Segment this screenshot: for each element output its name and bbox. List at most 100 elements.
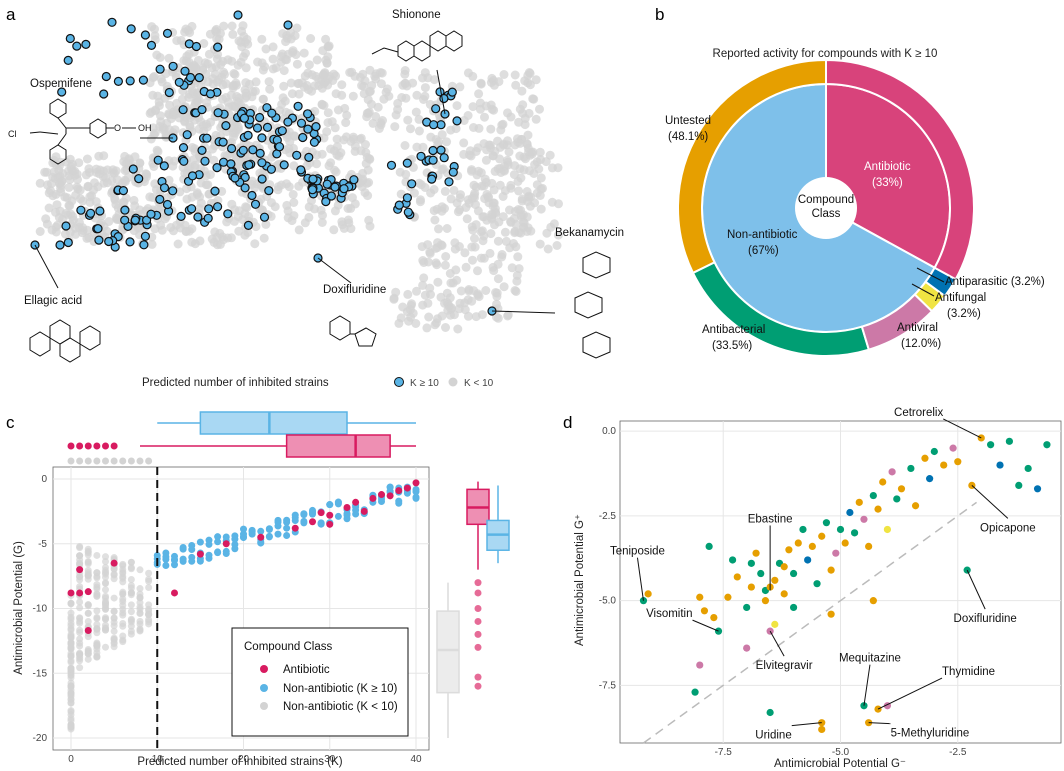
point-untested: [827, 566, 835, 574]
tsne-high-point: [227, 143, 237, 154]
tsne-low-point: [176, 35, 186, 45]
tsne-low-point: [459, 116, 469, 125]
tsne-low-point: [332, 142, 342, 152]
tsne-low-point: [545, 150, 555, 160]
tsne-low-point: [511, 80, 521, 90]
tsne-high-point: [168, 186, 178, 196]
tsne-low-point: [281, 107, 291, 117]
tsne-low-point: [451, 265, 461, 275]
tsne-low-point: [240, 85, 250, 95]
tsne-low-point: [477, 226, 487, 236]
tsne-low-point: [65, 228, 75, 237]
tsne-low-point: [414, 126, 424, 136]
point-untested: [865, 542, 873, 551]
point-untested: [644, 590, 652, 598]
diagonal-line: [643, 501, 977, 744]
point-low: [102, 558, 109, 566]
tsne-low-point: [453, 324, 463, 334]
tsne-low-point: [514, 264, 524, 274]
tsne-high-point: [130, 215, 140, 225]
tsne-low-point: [552, 241, 562, 250]
point-low: [93, 607, 101, 615]
tsne-low-point: [360, 188, 370, 198]
tsne-low-point: [479, 212, 489, 222]
tsne-low-point: [486, 124, 496, 134]
donut-chart: [677, 58, 975, 357]
point-antibiotic: [343, 503, 351, 511]
tsne-low-point: [519, 165, 529, 175]
point-untested: [954, 458, 962, 466]
point-antiparasitic: [1033, 485, 1042, 493]
x-tick-label: 30: [324, 754, 336, 765]
tsne-low-point: [506, 180, 516, 190]
tsne-high-point: [349, 175, 359, 185]
point-nonab: [283, 532, 291, 540]
tsne-low-point: [536, 204, 546, 214]
point-antibacterial: [869, 491, 877, 500]
tsne-low-point: [460, 248, 470, 258]
tsne-low-point: [229, 69, 239, 78]
tsne-low-point: [172, 220, 181, 230]
tsne-low-point: [289, 161, 299, 171]
donut-hole: [795, 177, 857, 239]
annotation-label: Visomitin: [646, 608, 692, 620]
tsne-low-point: [493, 274, 503, 284]
tsne-low-point: [264, 77, 274, 87]
tsne-low-point: [497, 250, 507, 259]
point-low: [76, 629, 84, 637]
point-low: [76, 552, 84, 560]
point-nonab: [179, 545, 187, 553]
tsne-low-point: [219, 21, 229, 31]
point-low: [127, 601, 135, 609]
tsne-low-point: [356, 146, 366, 156]
bekanamycin-pointer: [491, 310, 556, 314]
x-tick-label: -5.0: [832, 747, 850, 758]
point-nonab: [412, 485, 420, 493]
point-low: [145, 601, 153, 609]
point-low: [76, 617, 84, 625]
point-antibacterial: [860, 702, 868, 710]
point-low: [145, 569, 153, 577]
tsne-high-point: [180, 66, 190, 76]
y-tick-label: -5.0: [599, 596, 617, 607]
box-k-nonab-box: [199, 411, 348, 435]
tsne-low-point: [294, 89, 304, 99]
outer-slice-4: [924, 266, 958, 298]
tsne-high-point: [210, 186, 220, 196]
tsne-high-point: [107, 17, 117, 27]
tsne-low-point: [261, 219, 271, 229]
box-g-ab-outlier: [474, 673, 482, 681]
tsne-low-point: [77, 228, 87, 238]
outer-label-antibacterial: Antibacterial: [702, 324, 765, 336]
tsne-low-point: [370, 71, 380, 81]
tsne-low-point: [477, 310, 487, 320]
point-low: [67, 652, 75, 660]
point-untested: [977, 434, 985, 442]
point-untested: [724, 593, 732, 601]
point-untested: [841, 539, 849, 547]
point-low: [127, 618, 135, 626]
tsne-low-point: [145, 192, 155, 202]
point-low: [76, 635, 84, 643]
point-nonab: [283, 516, 291, 524]
tsne-low-point: [84, 164, 94, 174]
tsne-low-point: [257, 205, 267, 215]
tsne-high-point: [125, 237, 135, 247]
tsne-low-point: [130, 152, 140, 162]
point-untested: [874, 505, 882, 513]
box-k-ab-outlier: [93, 442, 101, 450]
point-low: [76, 664, 84, 672]
inner-pct-nonantibiotic: (67%): [748, 245, 779, 257]
tsne-low-point: [162, 193, 172, 202]
tsne-low-point: [523, 130, 533, 140]
tsne-low-point: [422, 323, 432, 333]
tsne-low-point: [343, 215, 353, 225]
tsne-high-point: [250, 199, 261, 209]
tsne-low-point: [468, 71, 478, 81]
tsne-low-point: [488, 201, 498, 211]
label-ellagic-acid: Ellagic acid: [24, 295, 82, 307]
box-k-ab-outlier: [102, 442, 109, 450]
tsne-low-point: [258, 65, 268, 75]
point-low: [84, 549, 92, 557]
point-low: [93, 551, 101, 559]
